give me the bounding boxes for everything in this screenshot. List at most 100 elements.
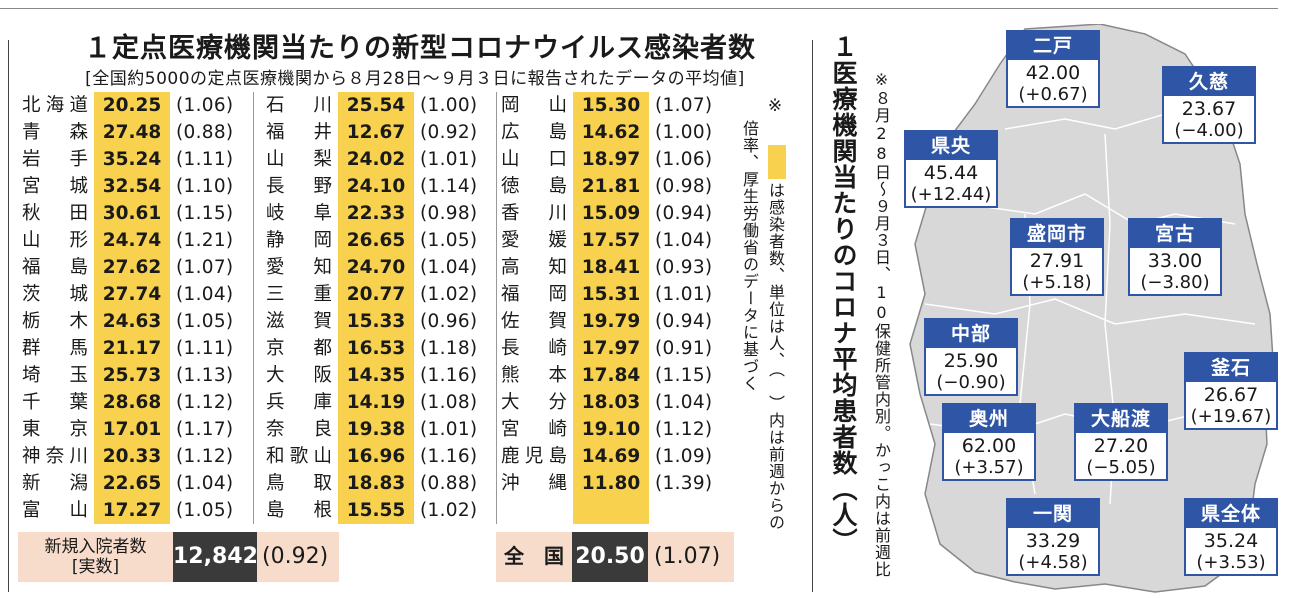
region-diff: (+12.44) [910,184,992,205]
table-row: 山口 18.97 (1.06) [497,146,733,173]
table-row: 鳥取 18.83 (0.88) [262,470,498,497]
table-row: 京都 16.53 (1.18) [262,335,498,362]
prefecture-name: 兵庫 [266,389,332,416]
prefecture-char: 神 [22,446,41,467]
region-value: 45.44 [923,162,979,184]
prefecture-char: 愛 [266,257,285,278]
region-box: 県央 45.44 (+12.44) [904,130,998,208]
table-row: 高知 18.41 (0.93) [497,254,733,281]
prefecture-char: 石 [266,95,285,116]
table-row: 岡山 15.30 (1.07) [497,92,733,119]
table-row: 和歌山 16.96 (1.16) [262,443,498,470]
prefecture-char: 田 [69,203,88,224]
prefecture-char: 新 [22,473,41,494]
prefecture-name: 岩手 [22,146,88,173]
case-count: 28.68 [102,392,162,413]
region-value: 33.29 [1025,530,1081,552]
value-highlight [338,92,414,524]
prefecture-char: 根 [313,500,332,521]
prefecture-char: 兵 [266,392,285,413]
prefecture-name: 熊本 [501,362,567,389]
region-diff: (−3.80) [1140,272,1210,293]
prefecture-name: 埼玉 [22,362,88,389]
week-ratio: (1.01) [420,149,478,170]
prefecture-char: 手 [69,149,88,170]
prefecture-column-1: 北海道 20.25 (1.06) 青森 27.48 (0.88) 岩手 35.24 (1.11)… [18,92,254,524]
week-ratio: (1.17) [176,419,234,440]
region-diff: (−5.05) [1086,457,1156,478]
week-ratio: (0.93) [655,257,713,278]
prefecture-name: 沖縄 [501,470,567,497]
region-name: 久慈 [1164,68,1254,96]
case-count: 18.97 [581,149,641,170]
case-count: 35.24 [102,149,162,170]
hospital-ratio: (0.92) [262,544,329,569]
prefecture-name: 青森 [22,119,88,146]
region-name: 県央 [906,132,996,160]
case-count: 15.30 [581,95,641,116]
prefecture-name: 北海道 [22,92,88,119]
left-rule [8,40,9,592]
region-box: 奥州 62.00 (+3.57) [942,403,1036,481]
case-count: 11.80 [581,473,641,494]
week-ratio: (1.18) [420,338,478,359]
table-row: 兵庫 14.19 (1.08) [262,389,498,416]
prefecture-name: 石川 [266,92,332,119]
region-diff: (+19.67) [1190,406,1272,427]
prefecture-char: 栃 [22,311,41,332]
table-row: 東京 17.01 (1.17) [18,416,254,443]
value-highlight [94,92,170,524]
case-count: 21.81 [581,176,641,197]
region-name: 宮古 [1130,220,1220,248]
case-count: 15.31 [581,284,641,305]
prefecture-name: 奈良 [266,416,332,443]
prefecture-char: 熊 [501,365,520,386]
region-name: 大船渡 [1076,405,1166,433]
week-ratio: (1.16) [420,365,478,386]
table-subtitle: [全国約5000の定点医療機関から８月28日～９月３日に報告されたデータの平均値… [85,69,745,89]
prefecture-char: 口 [548,149,567,170]
prefecture-char: 千 [22,392,41,413]
prefecture-char: 奈 [45,446,65,467]
region-value: 26.67 [1203,384,1259,406]
case-count: 24.63 [102,311,162,332]
prefecture-char: 愛 [501,230,520,251]
prefecture-char: 馬 [69,338,88,359]
prefecture-name: 大分 [501,389,567,416]
table-row: 奈良 19.38 (1.01) [262,416,498,443]
week-ratio: (1.00) [420,95,478,116]
case-count: 16.96 [346,446,406,467]
prefecture-name: 岡山 [501,92,567,119]
table-row: 北海道 20.25 (1.06) [18,92,254,119]
week-ratio: (1.15) [655,365,713,386]
prefecture-name: 愛知 [266,254,332,281]
case-count: 15.09 [581,203,641,224]
table-row: 埼玉 25.73 (1.13) [18,362,254,389]
iwate-title: １医療機関当たりのコロナ平均患者数（人） [829,34,858,554]
prefecture-char: 庫 [313,392,332,413]
prefecture-char: 崎 [548,338,567,359]
case-count: 19.79 [581,311,641,332]
hospital-label-sub: [実数] [71,557,120,577]
prefecture-name: 徳島 [501,173,567,200]
table-row: 愛知 24.70 (1.04) [262,254,498,281]
prefecture-char: 媛 [548,230,567,251]
week-ratio: (1.13) [176,365,234,386]
case-count: 27.48 [102,122,162,143]
top-rule [0,8,1278,9]
prefecture-char: 本 [548,365,567,386]
prefecture-char: 福 [501,284,520,305]
prefecture-char: 取 [313,473,332,494]
prefecture-char: 岡 [548,284,567,305]
table-row: 岐阜 22.33 (0.98) [262,200,498,227]
prefecture-char: 木 [69,311,88,332]
prefecture-column-3: 岡山 15.30 (1.07) 広島 14.62 (1.00) 山口 18.97 (1.06) 徳… [496,92,732,524]
case-count: 15.55 [346,500,406,521]
prefecture-name: 長野 [266,173,332,200]
table-row: 神奈川 20.33 (1.12) [18,443,254,470]
prefecture-name: 広島 [501,119,567,146]
prefecture-char: 高 [501,257,520,278]
table-row: 群馬 21.17 (1.11) [18,335,254,362]
prefecture-char: 和 [266,446,285,467]
case-count: 17.97 [581,338,641,359]
